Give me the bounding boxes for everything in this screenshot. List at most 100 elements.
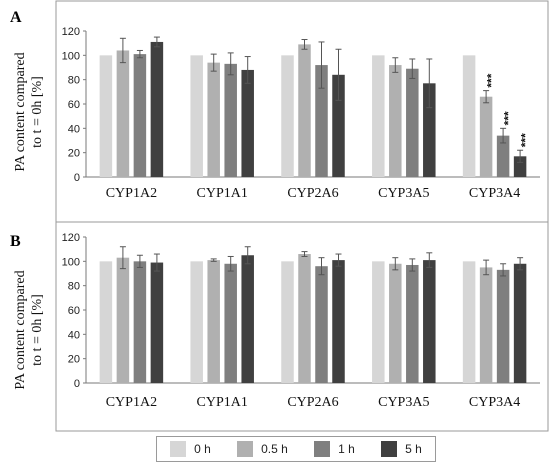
error-bar-cyp1a1-0-5-h xyxy=(210,53,217,72)
x-category-label-cyp1a1: CYP1A1 xyxy=(197,395,248,410)
bar-cyp1a2-1-h xyxy=(133,54,147,177)
error-bar-cyp3a4-0-5-h xyxy=(483,90,490,104)
bar-cyp3a4-1-h xyxy=(496,269,510,383)
error-bar-cyp3a5-5-h xyxy=(426,252,433,268)
y-tick-label: 80 xyxy=(68,75,80,87)
bar-cyp1a2-1-h xyxy=(133,261,147,383)
bar-cyp1a1-0-5-h xyxy=(207,260,220,383)
y-tick-label: 100 xyxy=(62,256,80,268)
bar-cyp2a6-5-h xyxy=(332,260,345,383)
error-bar-cyp3a5-0-5-h xyxy=(392,57,399,73)
bar-cyp1a1-0-h xyxy=(190,261,203,383)
x-category-label-cyp2a6: CYP2A6 xyxy=(287,395,338,410)
bar-cyp3a4-1-h xyxy=(496,135,510,177)
bar-cyp2a6-0-5-h xyxy=(298,44,311,178)
y-axis-label-a: PA content compared to t = 0h [%] xyxy=(13,52,45,171)
bar-cyp1a1-1-h xyxy=(224,63,237,177)
bar-cyp2a6-5-h xyxy=(332,74,345,177)
error-bar-cyp2a6-0-5-h xyxy=(301,39,308,50)
bar-cyp1a1-1-h xyxy=(224,263,237,383)
bar-cyp3a5-0-5-h xyxy=(389,263,402,383)
error-bar-cyp1a1-5-h xyxy=(244,56,251,84)
bar-cyp1a1-0-5-h xyxy=(207,62,220,178)
bar-cyp1a1-5-h xyxy=(241,255,254,383)
bar-cyp1a2-5-h xyxy=(150,41,164,178)
bar-cyp1a1-5-h xyxy=(241,69,254,177)
chart-panel-b: 0 20 40 60 80 100 120 CYP1A2 CYP1A1 CYP2A6 CYP3A5 C… xyxy=(62,232,540,410)
bar-cyp1a1-0-h xyxy=(190,55,203,178)
y-tick-label: 60 xyxy=(68,99,80,111)
y-tick-label: 80 xyxy=(68,281,80,293)
chart-panel-a: 0 20 40 60 80 100 120 CYP1A2 CYP1A1 CYP2A6 CYP3A5 C… xyxy=(62,26,540,201)
bar-cyp3a4-0-5-h xyxy=(479,267,493,383)
legend-label-5h: 5 h xyxy=(405,442,422,456)
legend: 0 h 0.5 h 1 h 5 h xyxy=(156,436,436,462)
error-bar-cyp1a2-1-h xyxy=(136,49,143,59)
bar-cyp1a2-0-5-h xyxy=(116,257,130,383)
x-category-label-cyp3a4: CYP3A4 xyxy=(469,395,520,410)
significance-marker: *** xyxy=(484,73,498,87)
x-category-label-cyp1a2: CYP1A2 xyxy=(106,395,157,410)
bar-cyp3a5-0-5-h xyxy=(389,65,402,177)
bar-cyp2a6-1-h xyxy=(315,65,328,177)
legend-label-1h: 1 h xyxy=(338,442,355,456)
legend-swatch-0h xyxy=(170,441,187,457)
error-bar-cyp2a6-1-h xyxy=(318,257,325,276)
legend-swatch-0-5h xyxy=(237,441,254,457)
error-bar-cyp2a6-5-h xyxy=(335,48,342,101)
bar-cyp3a5-0-h xyxy=(372,55,385,178)
bar-cyp1a2-0-h xyxy=(99,55,113,178)
y-tick-label: 20 xyxy=(68,148,80,160)
y-tick-label: 40 xyxy=(68,123,80,135)
legend-label-0h: 0 h xyxy=(194,442,211,456)
error-bar-cyp3a5-0-5-h xyxy=(392,257,399,271)
x-category-label-cyp3a4: CYP3A4 xyxy=(469,186,520,201)
error-bar-cyp1a2-0-5-h xyxy=(119,37,126,64)
bar-cyp1a2-0-5-h xyxy=(116,50,130,177)
bar-cyp3a4-0-h xyxy=(462,261,476,383)
bar-cyp3a4-5-h xyxy=(513,156,527,177)
error-bar-cyp1a2-5-h xyxy=(153,36,160,48)
error-bar-cyp1a1-1-h xyxy=(227,52,234,76)
bar-cyp1a2-0-h xyxy=(99,261,113,383)
error-bar-cyp2a6-0-5-h xyxy=(301,251,308,257)
error-bar-cyp3a4-5-h xyxy=(517,257,524,271)
bar-cyp2a6-0-5-h xyxy=(298,254,311,383)
x-category-label-cyp2a6: CYP2A6 xyxy=(287,186,338,201)
y-tick-label: 0 xyxy=(74,378,80,390)
y-tick-label: 120 xyxy=(62,26,80,38)
significance-marker: *** xyxy=(518,133,532,147)
x-category-label-cyp3a5: CYP3A5 xyxy=(378,186,429,201)
legend-item-1h: 1 h xyxy=(314,441,355,457)
y-tick-label: 60 xyxy=(68,305,80,317)
error-bar-cyp3a5-5-h xyxy=(426,58,433,109)
error-bar-cyp3a4-1-h xyxy=(500,127,507,144)
y-tick-label: 0 xyxy=(74,172,80,184)
legend-swatch-1h xyxy=(314,441,331,457)
y-tick-label: 40 xyxy=(68,329,80,341)
bar-cyp3a5-5-h xyxy=(423,83,436,177)
x-category-label-cyp3a5: CYP3A5 xyxy=(378,395,429,410)
y-axis-label-a-line1: PA content compared xyxy=(13,52,28,171)
y-tick-label: 20 xyxy=(68,354,80,366)
bar-cyp3a5-1-h xyxy=(406,68,419,177)
bar-cyp3a4-0-h xyxy=(462,55,476,178)
y-axis-label-b-line1: PA content compared xyxy=(13,270,28,389)
bar-cyp2a6-1-h xyxy=(315,266,328,383)
error-bar-cyp1a2-0-5-h xyxy=(119,246,126,270)
error-bar-cyp3a4-5-h xyxy=(517,149,524,163)
bar-cyp3a4-5-h xyxy=(513,263,527,383)
legend-item-0h: 0 h xyxy=(170,441,211,457)
y-axis-label-b: PA content compared to t = 0h [%] xyxy=(13,270,45,389)
y-axis-label-a-line2: to t = 0h [%] xyxy=(30,76,45,148)
y-tick-label: 120 xyxy=(62,232,80,244)
bar-cyp2a6-0-h xyxy=(281,261,294,383)
error-bar-cyp3a4-1-h xyxy=(500,263,507,277)
error-bar-cyp2a6-1-h xyxy=(318,41,325,89)
error-bar-cyp1a1-1-h xyxy=(227,255,234,272)
legend-swatch-5h xyxy=(381,441,398,457)
panel-letter-a: A xyxy=(10,9,22,26)
error-bar-cyp1a2-1-h xyxy=(136,254,143,268)
error-bar-cyp3a5-1-h xyxy=(409,258,416,272)
